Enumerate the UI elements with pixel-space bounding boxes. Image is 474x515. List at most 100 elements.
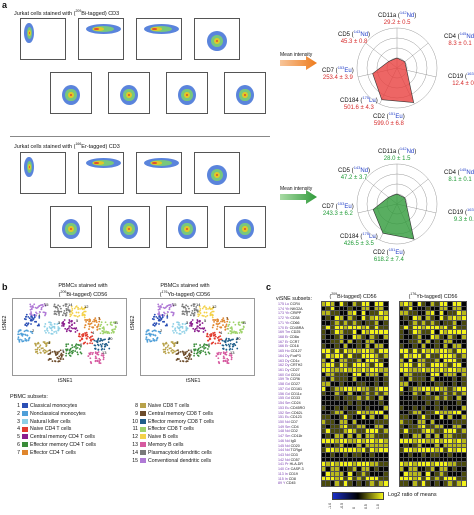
heatmap-cell [451,451,459,459]
heatmap-cell [373,348,381,356]
heatmap-cell [421,418,428,426]
heatmap-cell [347,357,354,365]
heatmap-cell [447,376,454,384]
heatmap-cell [373,329,381,337]
heatmap-cell [343,423,350,431]
tsne-point [104,331,107,334]
tsne-point [68,319,71,321]
heatmap-cell [399,442,406,450]
radar-value: 12.4 ± 0.2 [452,81,474,87]
heatmap-cell [429,466,437,474]
tsne-point [40,308,43,311]
heatmap-cell [360,404,368,412]
heatmap-cell [365,315,372,323]
tsne-point [106,332,109,335]
tsne-point [53,313,56,315]
heatmap-cell [338,433,346,440]
heatmap-cell [369,442,376,450]
heatmap-cell [338,362,346,370]
tsne-point [179,329,181,332]
heatmap-cell [460,395,468,403]
heatmap-cell [351,442,359,450]
heatmap-cell [421,301,428,308]
pbmc-legend-item: 4 Naive CD4 T cells [12,426,71,432]
tsne-point [218,351,220,354]
heatmap-cell [399,334,406,341]
heatmap-cell [456,451,463,459]
heatmap-cell [365,357,372,365]
heatmap-cell [456,381,463,389]
heatmap-cell [382,480,390,488]
heatmap-cell [403,428,410,436]
tsne-point [98,318,101,321]
tsne-point [93,318,96,321]
tsne-point [67,306,70,308]
tsne-point [47,359,50,361]
heatmap-cell [325,376,332,384]
heatmap-cell [378,456,385,464]
tsne-point [222,359,225,362]
heatmap-cell [378,451,385,459]
heatmap-cell [425,461,432,469]
tsne-point [94,348,97,350]
tsne-point [96,360,99,363]
heatmap-cell [425,338,432,346]
heatmap-cell [399,461,406,469]
heatmap-cell [351,461,359,469]
marker-mass: 174 [278,306,284,311]
tsne-point [157,330,160,333]
legend-swatch [140,434,146,440]
colorscale-tick: 0 [352,507,356,509]
heatmap-cell [351,433,359,440]
heatmap-cell [351,305,359,313]
tsne-point [158,318,161,321]
tsne-point [205,306,207,309]
legend-number: 7 [17,449,20,456]
tsne-point [85,331,88,334]
tsne-point [216,318,219,321]
heatmap-cell [378,395,385,403]
tsne-point [221,339,224,342]
heatmap-cell [369,447,376,455]
heatmap-cell [365,362,372,370]
tsne-point [17,338,20,340]
tsne-point [198,320,201,323]
heatmap-cell [369,334,376,341]
tsne-xlabel-left: tSNE1 [58,378,73,384]
heatmap-cell [429,367,437,374]
heatmap-cell [356,348,363,356]
tsne-point [193,303,196,306]
heatmap-cell [382,433,390,440]
tsne-point [77,311,80,314]
legend-number: 4 [17,426,20,433]
heatmap-cell [369,404,376,412]
flow-plot [50,206,92,248]
heatmap-cell [412,371,419,379]
tsne-point [235,341,238,344]
heatmap-cell [416,475,424,483]
visne-subsets-label: viSNE subsets: [276,296,312,302]
heatmap-cell [399,376,406,384]
heatmap-cell [329,371,337,379]
tsne-ylabel-right: tSNE2 [130,315,136,330]
tsne-point [35,344,37,347]
heatmap-cell [416,305,424,313]
heatmap-cell [451,433,459,440]
tsne-point [206,348,209,350]
tsne-point [100,321,103,324]
tsne-point [22,340,25,343]
tsne-point [90,351,92,354]
marker-element: Gd [285,382,290,387]
radar-marker: CD7 [322,204,335,210]
marker-element: Eu [285,415,290,420]
heatmap-cell [416,451,424,459]
heatmap-cell [460,442,468,450]
tsne-point [61,324,63,327]
heatmap-cell [338,461,346,469]
heatmap-cell [412,428,419,436]
heatmap-cell [443,395,450,403]
heatmap-cell [399,352,406,360]
tsne-point [219,342,222,345]
heatmap-cell [343,451,350,459]
